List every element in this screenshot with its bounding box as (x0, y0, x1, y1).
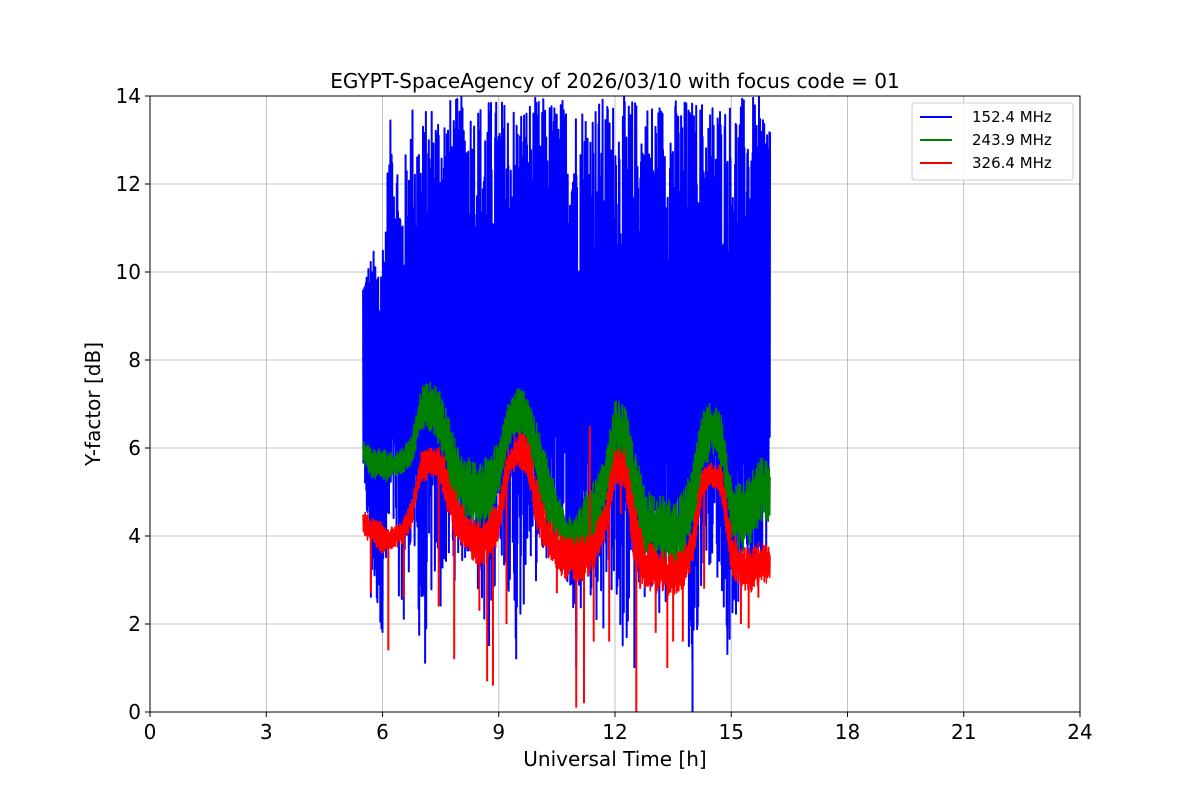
series-3264-mhz (362, 426, 771, 712)
x-tick-label: 15 (719, 720, 744, 744)
y-tick-label: 14 (116, 84, 141, 108)
legend-label-243: 243.9 MHz (972, 131, 1052, 149)
legend-label-326: 326.4 MHz (972, 154, 1052, 172)
x-axis-title: Universal Time [h] (523, 747, 706, 771)
chart-title: EGYPT-SpaceAgency of 2026/03/10 with foc… (330, 69, 899, 93)
legend-box (911, 102, 1074, 181)
x-tick-label: 12 (602, 720, 627, 744)
x-tick-label: 24 (1067, 720, 1092, 744)
y-tick-label: 4 (128, 524, 141, 548)
x-tick-label: 6 (376, 720, 389, 744)
y-tick-label: 8 (128, 348, 141, 372)
x-tick-label: 3 (260, 720, 273, 744)
series-2439-mhz (362, 381, 771, 570)
y-tick-label: 6 (128, 436, 141, 460)
y-tick-label: 0 (128, 700, 141, 724)
y-tick-label: 12 (116, 172, 141, 196)
legend-label-152: 152.4 MHz (972, 108, 1052, 126)
y-tick-label: 10 (116, 260, 141, 284)
legend: 152.4 MHz 243.9 MHz 326.4 MHz (911, 102, 1074, 181)
y-axis-title: Y-factor [dB] (81, 342, 105, 467)
data-series (362, 96, 771, 712)
x-tick-label: 18 (835, 720, 860, 744)
y-tick-label: 2 (128, 612, 141, 636)
series-trace (362, 381, 771, 570)
series-trace (362, 431, 771, 596)
x-tick-label: 0 (144, 720, 157, 744)
x-tick-label: 21 (951, 720, 976, 744)
x-tick-label: 9 (492, 720, 505, 744)
